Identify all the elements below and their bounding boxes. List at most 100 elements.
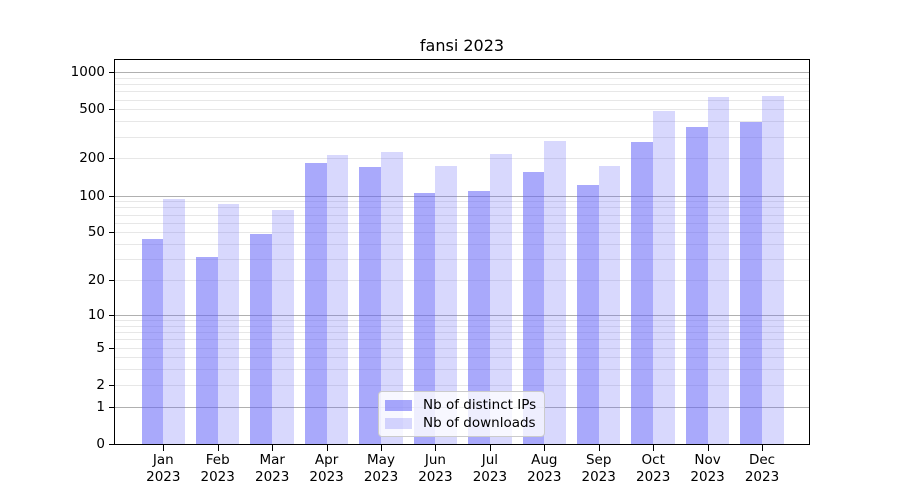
x-tick-month: Dec bbox=[748, 452, 776, 468]
bar-downloads-oct bbox=[653, 110, 675, 444]
gridline-minor bbox=[115, 109, 809, 111]
x-tick-mark bbox=[217, 445, 219, 451]
x-tick-month: Jul bbox=[481, 452, 499, 468]
grid-layer bbox=[115, 60, 809, 444]
gridline-major bbox=[115, 72, 809, 73]
gridline-minor bbox=[115, 357, 809, 359]
x-tick-mark bbox=[272, 445, 274, 451]
x-tick-label: Jan 2023 bbox=[131, 452, 195, 485]
gridline-minor bbox=[115, 222, 809, 224]
x-tick-mark bbox=[326, 445, 328, 451]
bar-downloads-jul bbox=[489, 154, 512, 444]
bar-distinct-ips-mar bbox=[250, 234, 273, 444]
x-tick-month: Aug bbox=[531, 452, 558, 468]
gridline-minor bbox=[115, 325, 809, 327]
legend-swatch-distinct-ips bbox=[385, 399, 412, 411]
bar-downloads-may bbox=[381, 152, 403, 444]
bar-downloads-sep bbox=[598, 165, 621, 444]
y-tick-label: 20 bbox=[87, 272, 105, 289]
y-tick-label: 5 bbox=[96, 339, 105, 356]
x-tick-mark bbox=[489, 445, 491, 451]
x-tick-label: May 2023 bbox=[349, 452, 413, 485]
gridline-minor bbox=[115, 201, 809, 203]
y-tick-mark bbox=[109, 347, 115, 349]
bar-distinct-ips-nov bbox=[685, 126, 708, 444]
legend-label-distinct-ips: Nb of distinct IPs bbox=[423, 397, 537, 413]
gridline-minor bbox=[115, 84, 809, 85]
y-tick-mark bbox=[109, 158, 115, 160]
x-tick-year: 2023 bbox=[690, 468, 725, 485]
x-tick-mark bbox=[435, 445, 437, 451]
x-tick-year: 2023 bbox=[255, 468, 290, 485]
bar-distinct-ips-aug bbox=[522, 171, 545, 444]
gridline-minor bbox=[115, 232, 809, 234]
y-tick-mark bbox=[109, 406, 115, 408]
gridline-minor bbox=[115, 280, 809, 282]
x-tick-month: Sep bbox=[585, 452, 612, 468]
gridline-minor bbox=[115, 339, 809, 341]
x-tick-month: Jan bbox=[152, 452, 174, 468]
x-tick-label: Oct 2023 bbox=[621, 452, 685, 485]
bar-downloads-nov bbox=[707, 97, 730, 444]
x-tick-label: Mar 2023 bbox=[240, 452, 304, 485]
y-tick-label: 200 bbox=[79, 150, 105, 167]
bar-downloads-aug bbox=[544, 141, 567, 444]
x-tick-mark bbox=[598, 445, 600, 451]
gridline-minor bbox=[115, 99, 809, 101]
x-tick-year: 2023 bbox=[744, 468, 780, 485]
x-tick-label: Sep 2023 bbox=[567, 452, 631, 485]
gridline-minor bbox=[115, 320, 809, 321]
bar-distinct-ips-dec bbox=[740, 122, 762, 444]
y-tick-label: 1000 bbox=[70, 64, 105, 80]
y-axis: 0 1 2 5 10 20 50 100 200 500 1000 bbox=[0, 59, 105, 452]
y-tick-label: 100 bbox=[79, 187, 105, 204]
x-tick-month: May bbox=[367, 452, 395, 468]
legend: Nb of distinct IPs Nb of downloads bbox=[378, 391, 545, 437]
x-tick-mark bbox=[707, 445, 709, 451]
gridline-minor bbox=[115, 214, 809, 216]
bar-distinct-ips-sep bbox=[576, 184, 599, 444]
bar-distinct-ips-feb bbox=[195, 257, 218, 444]
x-tick-label: Dec 2023 bbox=[730, 452, 794, 485]
y-tick-label: 500 bbox=[79, 101, 105, 118]
y-tick-mark bbox=[109, 232, 115, 234]
bar-distinct-ips-jan bbox=[141, 239, 164, 444]
legend-item-downloads: Nb of downloads bbox=[385, 415, 536, 431]
gridline-major bbox=[115, 314, 809, 316]
x-tick-year: 2023 bbox=[200, 468, 235, 485]
legend-swatch-downloads bbox=[385, 417, 412, 429]
y-tick-mark bbox=[109, 444, 115, 445]
bar-downloads-jun bbox=[435, 165, 458, 444]
gridline-major bbox=[115, 195, 809, 197]
legend-item-distinct-ips: Nb of distinct IPs bbox=[385, 397, 536, 413]
x-tick-year: 2023 bbox=[309, 468, 344, 485]
legend-label-downloads: Nb of downloads bbox=[423, 415, 536, 431]
x-tick-mark bbox=[544, 445, 546, 451]
bar-downloads-apr bbox=[326, 154, 349, 444]
y-tick-mark bbox=[109, 72, 115, 73]
x-tick-month: Jun bbox=[424, 452, 446, 468]
x-tick-label: Jul 2023 bbox=[458, 452, 522, 485]
bar-distinct-ips-apr bbox=[304, 162, 327, 444]
gridline-minor bbox=[115, 259, 809, 261]
x-tick-mark bbox=[163, 445, 165, 451]
chart-title: fansi 2023 bbox=[419, 36, 505, 55]
y-tick-mark bbox=[109, 314, 115, 316]
gridline-minor bbox=[115, 347, 809, 349]
y-tick-label: 1 bbox=[96, 398, 105, 415]
x-tick-mark bbox=[381, 445, 382, 451]
bar-downloads-jan bbox=[163, 198, 186, 444]
bar-layer bbox=[115, 60, 809, 444]
plot-area: Nb of distinct IPs Nb of downloads bbox=[114, 59, 810, 445]
x-tick-month: Mar bbox=[259, 452, 285, 468]
x-tick-year: 2023 bbox=[146, 468, 181, 485]
gridline-minor bbox=[115, 384, 809, 386]
x-tick-month: Nov bbox=[694, 452, 721, 468]
y-tick-label: 0 bbox=[96, 436, 105, 452]
bar-distinct-ips-oct bbox=[631, 141, 654, 444]
bar-downloads-dec bbox=[762, 95, 784, 444]
x-tick-month: Feb bbox=[205, 452, 230, 468]
y-tick-mark bbox=[109, 195, 115, 197]
x-tick-year: 2023 bbox=[472, 468, 508, 485]
